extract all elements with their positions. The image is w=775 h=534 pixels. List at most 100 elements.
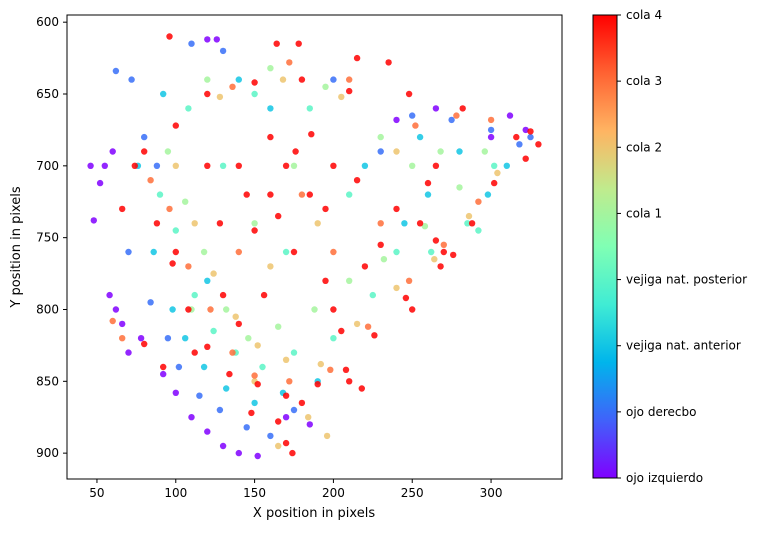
scatter-point — [421, 223, 429, 230]
scatter-point — [156, 191, 164, 198]
scatter-point — [346, 76, 353, 83]
colorbar-label: cola 3 — [626, 74, 662, 88]
scatter-point — [245, 335, 252, 342]
scatter-point — [338, 327, 345, 335]
scatter-point — [251, 220, 258, 227]
scatter-point — [200, 248, 208, 256]
scatter-point — [235, 162, 242, 169]
scatter-point — [465, 212, 473, 220]
scatter-point — [298, 399, 306, 407]
scatter-point — [481, 148, 488, 155]
scatter-point — [150, 248, 157, 256]
y-tick-label: 850 — [36, 374, 59, 388]
scatter-point — [141, 133, 148, 141]
scatter-point — [513, 133, 520, 141]
x-tick-label: 150 — [243, 486, 266, 500]
y-tick-label: 600 — [36, 15, 59, 29]
scatter-point — [229, 349, 236, 356]
scatter-point — [330, 306, 337, 313]
scatter-point — [487, 116, 495, 124]
scatter-point — [437, 148, 444, 155]
scatter-point — [516, 141, 523, 148]
scatter-point — [275, 442, 282, 450]
x-axis-ticks: 50 100 150 200 250 300 — [89, 479, 503, 500]
scatter-point — [416, 220, 424, 227]
scatter-point — [147, 177, 154, 184]
scatter-point — [172, 162, 179, 169]
scatter-point — [119, 320, 126, 328]
scatter-point — [267, 65, 274, 72]
scatter-point — [112, 306, 120, 313]
scatter-point — [125, 248, 132, 256]
scatter-point — [358, 385, 365, 392]
scatter-point — [385, 59, 392, 66]
scatter-point — [125, 349, 132, 356]
scatter-point — [112, 67, 120, 75]
scatter-point — [346, 87, 353, 95]
scatter-point — [254, 381, 261, 388]
scatter-point — [229, 83, 236, 91]
scatter-point — [275, 323, 282, 330]
scatter-point — [160, 370, 167, 378]
scatter-point — [494, 169, 501, 177]
scatter-point — [267, 191, 274, 198]
scatter-point — [243, 424, 250, 431]
scatter-point — [459, 105, 466, 112]
scatter-point — [393, 116, 400, 124]
scatter-point — [213, 36, 220, 43]
scatter-point — [172, 389, 179, 396]
y-tick-label: 900 — [36, 446, 59, 460]
scatter-point — [361, 162, 369, 169]
scatter-point — [141, 340, 148, 348]
scatter-point — [289, 449, 296, 457]
scatter-point — [290, 248, 298, 256]
scatter-point — [412, 122, 419, 129]
scatter-point — [298, 76, 306, 83]
scatter-point — [503, 162, 510, 169]
colorbar-label: vejiga nat. posterior — [626, 273, 747, 287]
scatter-point — [204, 428, 211, 435]
data-points — [87, 33, 542, 460]
scatter-point — [431, 256, 438, 263]
colorbar-label: ojo izquierdo — [626, 471, 703, 485]
scatter-point — [527, 128, 534, 135]
x-tick-label: 300 — [480, 486, 503, 500]
scatter-point — [185, 263, 192, 270]
x-axis-label: X position in pixels — [253, 506, 375, 521]
colorbar — [592, 14, 618, 479]
scatter-point — [346, 378, 353, 385]
scatter-point — [535, 141, 542, 148]
scatter-point — [468, 220, 476, 227]
scatter-point — [432, 105, 440, 112]
scatter-point — [393, 148, 400, 155]
scatter-point — [169, 260, 176, 267]
scatter-point — [464, 220, 471, 227]
scatter-point — [330, 162, 337, 169]
colorbar-label: cola 2 — [626, 140, 662, 154]
scatter-point — [491, 162, 498, 169]
x-tick-label: 50 — [89, 486, 104, 500]
scatter-point — [322, 277, 329, 284]
scatter-point — [204, 90, 211, 98]
scatter-point — [314, 220, 321, 227]
scatter-point — [440, 248, 447, 256]
scatter-point — [401, 220, 408, 227]
scatter-point — [204, 76, 211, 83]
scatter-point — [196, 392, 203, 399]
y-axis-ticks: 600 650 700 750 800 850 900 — [36, 15, 67, 460]
scatter-point — [450, 251, 457, 259]
scatter-point — [377, 148, 384, 155]
scatter-point — [522, 126, 529, 134]
y-axis-label: Y position in pixels — [9, 186, 24, 308]
scatter-point — [207, 306, 214, 313]
scatter-point — [286, 59, 293, 66]
scatter-point — [402, 294, 410, 302]
scatter-point — [216, 93, 224, 101]
scatter-point — [424, 179, 432, 187]
scatter-point — [235, 248, 242, 256]
scatter-point — [456, 148, 463, 155]
scatter-point — [216, 406, 224, 414]
scatter-point — [119, 205, 126, 213]
scatter-point — [342, 366, 350, 373]
scatter-point — [185, 306, 192, 313]
